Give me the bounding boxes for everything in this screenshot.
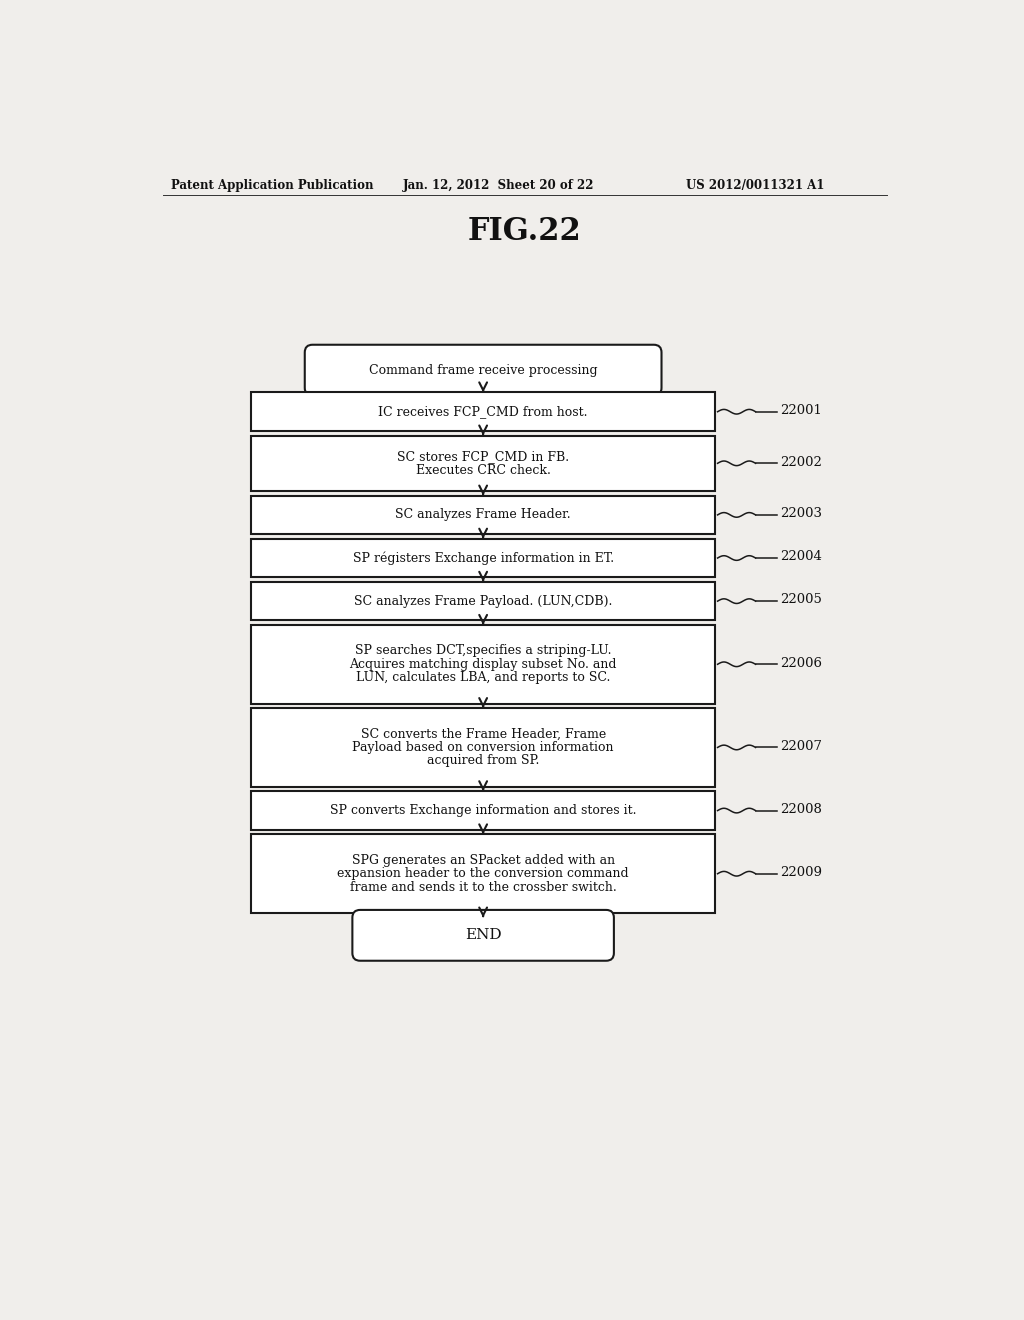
Text: US 2012/0011321 A1: US 2012/0011321 A1 [686, 180, 824, 193]
Text: SP searches DCT,specifies a striping-LU.: SP searches DCT,specifies a striping-LU. [355, 644, 611, 657]
Text: acquired from SP.: acquired from SP. [427, 755, 540, 767]
Text: 22005: 22005 [780, 594, 822, 606]
FancyBboxPatch shape [305, 345, 662, 396]
Bar [251, 392, 715, 432]
Text: SC analyzes Frame Header.: SC analyzes Frame Header. [395, 508, 571, 521]
Bar [251, 539, 715, 577]
Text: 22008: 22008 [780, 803, 822, 816]
Text: IC receives FCP_CMD from host.: IC receives FCP_CMD from host. [379, 405, 588, 418]
Text: SC converts the Frame Header, Frame: SC converts the Frame Header, Frame [360, 727, 606, 741]
Text: 22006: 22006 [780, 656, 822, 669]
Text: SC analyzes Frame Payload. (LUN,CDB).: SC analyzes Frame Payload. (LUN,CDB). [354, 594, 612, 607]
Bar [251, 582, 715, 620]
Text: 22002: 22002 [780, 455, 822, 469]
Text: SP régisters Exchange information in ET.: SP régisters Exchange information in ET. [352, 552, 613, 565]
Bar [251, 626, 715, 704]
Text: Payload based on conversion information: Payload based on conversion information [352, 741, 613, 754]
Text: Patent Application Publication: Patent Application Publication [171, 180, 373, 193]
Bar [251, 792, 715, 830]
Bar [251, 834, 715, 913]
Text: Command frame receive processing: Command frame receive processing [369, 363, 597, 376]
Text: Executes CRC check.: Executes CRC check. [416, 463, 551, 477]
Text: SPG generates an SPacket added with an: SPG generates an SPacket added with an [351, 854, 614, 867]
Text: LUN, calculates LBA, and reports to SC.: LUN, calculates LBA, and reports to SC. [356, 672, 610, 684]
Text: 22001: 22001 [780, 404, 822, 417]
FancyBboxPatch shape [352, 909, 614, 961]
Text: SC stores FCP_CMD in FB.: SC stores FCP_CMD in FB. [397, 450, 569, 463]
Text: frame and sends it to the crossber switch.: frame and sends it to the crossber switc… [350, 880, 616, 894]
Text: FIG.22: FIG.22 [468, 216, 582, 247]
Text: 22004: 22004 [780, 550, 822, 564]
Bar [251, 496, 715, 535]
Text: 22009: 22009 [780, 866, 822, 879]
Text: Acquires matching display subset No. and: Acquires matching display subset No. and [349, 657, 616, 671]
Text: SP converts Exchange information and stores it.: SP converts Exchange information and sto… [330, 804, 636, 817]
Text: END: END [465, 928, 502, 942]
Text: 22003: 22003 [780, 507, 822, 520]
Text: Jan. 12, 2012  Sheet 20 of 22: Jan. 12, 2012 Sheet 20 of 22 [403, 180, 595, 193]
Text: 22007: 22007 [780, 739, 822, 752]
Bar [251, 436, 715, 491]
Text: expansion header to the conversion command: expansion header to the conversion comma… [337, 867, 629, 880]
Bar [251, 709, 715, 787]
